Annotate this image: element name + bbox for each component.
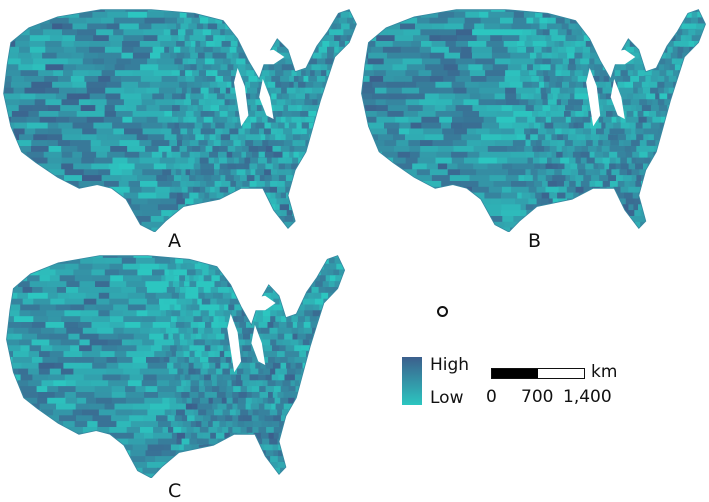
scale-bar bbox=[491, 368, 585, 379]
scale-bar-black-segment bbox=[492, 369, 538, 378]
country-outline bbox=[361, 9, 706, 232]
choropleth-map-a bbox=[0, 6, 360, 232]
country-outline bbox=[3, 9, 357, 232]
choropleth-map-b bbox=[358, 6, 709, 232]
great-lake-3 bbox=[244, 295, 276, 311]
county-cells bbox=[3, 9, 357, 232]
county-cells bbox=[361, 9, 706, 232]
circle-icon bbox=[437, 306, 448, 317]
great-lake-1 bbox=[586, 68, 601, 127]
great-lake-2 bbox=[610, 78, 625, 119]
county-cells bbox=[6, 255, 345, 478]
country-outline bbox=[6, 255, 346, 478]
great-lake-3 bbox=[603, 49, 636, 65]
legend-high-label: High bbox=[430, 355, 470, 375]
great-lake-1 bbox=[227, 314, 242, 373]
map-a-svg bbox=[3, 9, 357, 232]
scale-tick-700: 700 bbox=[521, 387, 554, 407]
great-lake-1 bbox=[234, 68, 249, 127]
legend-color-ramp bbox=[402, 357, 422, 405]
choropleth-map-c bbox=[3, 252, 348, 478]
scale-unit-label: km bbox=[591, 362, 618, 382]
great-lake-2 bbox=[251, 324, 266, 365]
scale-tick-1400: 1,400 bbox=[563, 387, 612, 407]
great-lake-2 bbox=[259, 78, 274, 119]
panel-label-c: C bbox=[168, 480, 182, 502]
great-lake-3 bbox=[252, 49, 285, 65]
panel-label-a: A bbox=[168, 230, 181, 252]
legend-low-label: Low bbox=[430, 388, 464, 408]
panel-label-b: B bbox=[528, 230, 542, 252]
scale-bar-white-segment bbox=[538, 369, 584, 378]
map-b-svg bbox=[361, 9, 706, 232]
map-c-svg bbox=[6, 255, 346, 478]
scale-tick-0: 0 bbox=[486, 387, 497, 407]
